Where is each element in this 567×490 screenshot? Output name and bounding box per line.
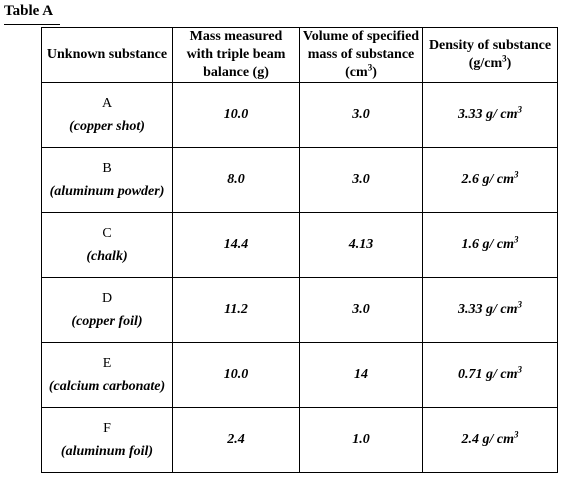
substance-cell: D (copper foil) [41,277,173,343]
substance-cell: A (copper shot) [41,82,173,148]
density-cell: 3.33 g/ cm3 [422,82,558,148]
table-row: B (aluminum powder) 8.0 3.0 2.6 g/ cm3 [41,147,558,213]
header-mass: Mass measured with triple beam balance (… [172,27,300,83]
volume-cell: 3.0 [299,82,423,148]
density-cell: 2.4 g/ cm3 [422,407,558,473]
mass-cell: 14.4 [172,212,300,278]
table-row: D (copper foil) 11.2 3.0 3.33 g/ cm3 [41,277,558,343]
table-row: E (calcium carbonate) 10.0 14 0.71 g/ cm… [41,342,558,408]
table-row: A (copper shot) 10.0 3.0 3.33 g/ cm3 [41,82,558,148]
header-unknown-substance: Unknown substance [41,27,173,83]
table-row: F (aluminum foil) 2.4 1.0 2.4 g/ cm3 [41,407,558,473]
substance-label: C [102,225,112,241]
substance-description: (calcium carbonate) [48,378,166,394]
mass-cell: 11.2 [172,277,300,343]
substance-description: (chalk) [86,248,128,264]
header-density: Density of substance (g/cm3) [422,27,558,83]
table-caption: Table A [4,3,54,19]
substance-description: (copper foil) [71,313,143,329]
substance-cell: E (calcium carbonate) [41,342,173,408]
density-table: Unknown substance Mass measured with tri… [41,27,558,473]
substance-cell: B (aluminum powder) [41,147,173,213]
substance-description: (aluminum powder) [49,183,165,199]
volume-cell: 1.0 [299,407,423,473]
substance-description: (aluminum foil) [60,443,154,459]
mass-cell: 10.0 [172,82,300,148]
substance-label: D [101,290,113,306]
substance-label: F [103,420,111,436]
mass-cell: 2.4 [172,407,300,473]
density-cell: 0.71 g/ cm3 [422,342,558,408]
density-cell: 1.6 g/ cm3 [422,212,558,278]
volume-cell: 4.13 [299,212,423,278]
header-row: Unknown substance Mass measured with tri… [41,27,558,83]
substance-description: (copper shot) [69,118,145,134]
substance-label: E [102,355,112,371]
substance-cell: F (aluminum foil) [41,407,173,473]
density-cell: 3.33 g/ cm3 [422,277,558,343]
volume-cell: 3.0 [299,277,423,343]
substance-label: B [102,160,112,176]
volume-cell: 14 [299,342,423,408]
density-cell: 2.6 g/ cm3 [422,147,558,213]
mass-cell: 10.0 [172,342,300,408]
table-row: C (chalk) 14.4 4.13 1.6 g/ cm3 [41,212,558,278]
mass-cell: 8.0 [172,147,300,213]
volume-cell: 3.0 [299,147,423,213]
substance-label: A [101,95,113,111]
substance-cell: C (chalk) [41,212,173,278]
caption-underline [4,24,60,25]
header-volume: Volume of specified mass of substance (c… [299,27,423,83]
